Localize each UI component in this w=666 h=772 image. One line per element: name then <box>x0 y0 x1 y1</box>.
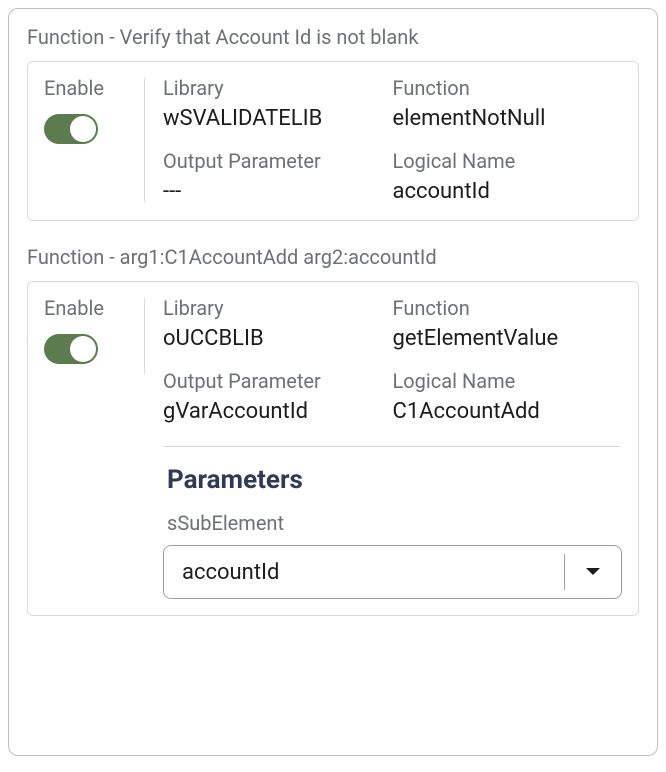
param-label-0: sSubElement <box>167 511 622 535</box>
enable-column-1: Enable <box>44 76 136 144</box>
logical-name-field-1: Logical Name accountId <box>393 149 623 204</box>
output-param-label-1: Output Parameter <box>163 149 393 173</box>
fields-column-1: Library wSVALIDATELIB Function elementNo… <box>163 76 622 204</box>
logical-name-label-1: Logical Name <box>393 149 623 173</box>
logical-name-field-2: Logical Name C1AccountAdd <box>393 369 623 424</box>
library-value-1: wSVALIDATELIB <box>163 106 393 131</box>
output-param-value-2: gVarAccountId <box>163 399 393 424</box>
enable-toggle-1[interactable] <box>44 114 98 144</box>
chevron-down-icon <box>565 546 621 598</box>
function-field-2: Function getElementValue <box>393 296 623 351</box>
enable-column-2: Enable <box>44 296 136 364</box>
toggle-knob-2 <box>70 336 96 362</box>
output-param-field-2: Output Parameter gVarAccountId <box>163 369 393 424</box>
param-select-0[interactable]: accountId <box>163 545 622 599</box>
function-value-1: elementNotNull <box>393 106 623 131</box>
function-card-1: Enable Library wSVALIDATELIB Function el… <box>27 61 639 221</box>
function-label-2: Function <box>393 296 623 320</box>
section-title-2: Function - arg1:C1AccountAdd arg2:accoun… <box>27 245 639 269</box>
vertical-separator-2 <box>144 298 145 374</box>
function-card-2: Enable Library oUCCBLIB Function getElem… <box>27 281 639 616</box>
output-param-label-2: Output Parameter <box>163 369 393 393</box>
logical-name-label-2: Logical Name <box>393 369 623 393</box>
function-field-1: Function elementNotNull <box>393 76 623 131</box>
library-label-2: Library <box>163 296 393 320</box>
logical-name-value-1: accountId <box>393 179 623 204</box>
function-label-1: Function <box>393 76 623 100</box>
output-param-field-1: Output Parameter --- <box>163 149 393 204</box>
parameters-heading: Parameters <box>167 465 622 495</box>
fields-column-2: Library oUCCBLIB Function getElementValu… <box>163 296 622 599</box>
output-param-value-1: --- <box>163 179 393 204</box>
library-label-1: Library <box>163 76 393 100</box>
enable-label-2: Enable <box>44 296 104 320</box>
logical-name-value-2: C1AccountAdd <box>393 399 623 424</box>
library-field-2: Library oUCCBLIB <box>163 296 393 351</box>
param-select-value-0: accountId <box>164 546 564 598</box>
function-value-2: getElementValue <box>393 326 623 351</box>
toggle-knob-1 <box>70 116 96 142</box>
library-field-1: Library wSVALIDATELIB <box>163 76 393 131</box>
enable-label-1: Enable <box>44 76 104 100</box>
enable-toggle-2[interactable] <box>44 334 98 364</box>
library-value-2: oUCCBLIB <box>163 326 393 351</box>
section-title-1: Function - Verify that Account Id is not… <box>27 25 639 49</box>
outer-panel: Function - Verify that Account Id is not… <box>8 8 658 756</box>
parameters-separator <box>163 446 620 447</box>
vertical-separator-1 <box>144 78 145 202</box>
